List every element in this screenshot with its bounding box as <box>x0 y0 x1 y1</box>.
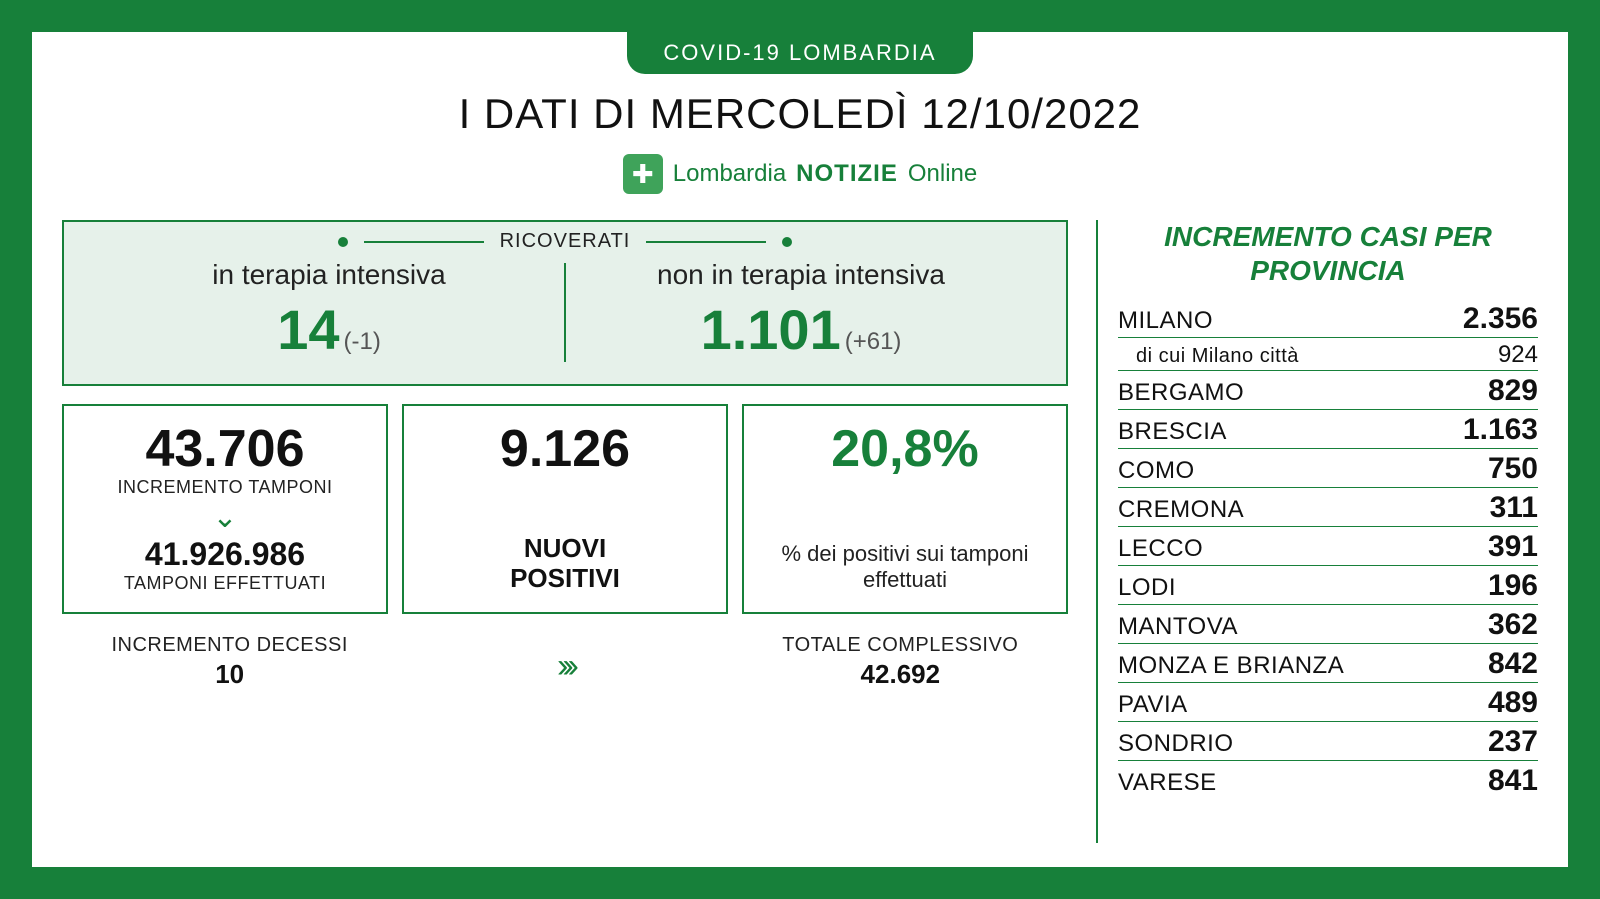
tamponi-box: 43.706 INCREMENTO TAMPONI ⌄ 41.926.986 T… <box>62 404 388 614</box>
province-row: di cui Milano città 924 <box>1118 338 1538 371</box>
province-row: COMO 750 <box>1118 449 1538 488</box>
province-value: 842 <box>1488 647 1538 681</box>
province-value: 196 <box>1488 569 1538 603</box>
province-value: 829 <box>1488 374 1538 408</box>
left-column: RICOVERATI in terapia intensiva 14(-1) <box>62 220 1068 843</box>
province-value: 391 <box>1488 530 1538 564</box>
non-intensive-label: non in terapia intensiva <box>566 259 1036 291</box>
lombardia-logo-icon <box>623 154 663 194</box>
footer-row: INCREMENTO DECESSI 10 ››› TOTALE COMPLES… <box>62 634 1068 690</box>
header-pill: COVID-19 LOMBARDIA <box>627 32 972 74</box>
province-value: 362 <box>1488 608 1538 642</box>
province-name: COMO <box>1118 457 1195 485</box>
province-name: LECCO <box>1118 535 1203 563</box>
province-row: BRESCIA 1.163 <box>1118 410 1538 449</box>
totale-label: TOTALE COMPLESSIVO <box>733 634 1068 657</box>
province-row: PAVIA 489 <box>1118 683 1538 722</box>
province-value: 237 <box>1488 725 1538 759</box>
tamponi-total-label: TAMPONI EFFETTUATI <box>124 573 326 594</box>
ricoverati-header: RICOVERATI <box>94 230 1036 253</box>
intensive-delta: (-1) <box>343 328 380 355</box>
brand-lombardia: Lombardia <box>673 160 786 188</box>
province-value: 489 <box>1488 686 1538 720</box>
province-row: SONDRIO 237 <box>1118 722 1538 761</box>
province-value: 311 <box>1490 491 1538 525</box>
brand-row: Lombardia NOTIZIE Online <box>623 154 977 194</box>
intensive-value: 14(-1) <box>94 297 564 362</box>
chevron-down-icon: ⌄ <box>212 512 237 524</box>
decessi-value: 10 <box>62 659 397 690</box>
province-list: MILANO2.356di cui Milano città924BERGAMO… <box>1118 299 1538 799</box>
province-name: MONZA E BRIANZA <box>1118 652 1344 680</box>
brand-notizie: NOTIZIE <box>796 160 898 188</box>
percentuale-box: 20,8% % dei positivi sui tamponi effettu… <box>742 404 1068 614</box>
dot-icon <box>338 237 348 247</box>
province-name: VARESE <box>1118 769 1217 797</box>
main-title: I DATI DI MERCOLEDÌ 12/10/2022 <box>459 90 1142 138</box>
province-row: MANTOVA 362 <box>1118 605 1538 644</box>
positivi-box: 9.126 NUOVIPOSITIVI <box>402 404 728 614</box>
province-value: 750 <box>1488 452 1538 486</box>
province-name: PAVIA <box>1118 691 1188 719</box>
province-name: BERGAMO <box>1118 379 1244 407</box>
province-row: BERGAMO 829 <box>1118 371 1538 410</box>
intensive-col: in terapia intensiva 14(-1) <box>94 257 564 362</box>
province-name: SONDRIO <box>1118 730 1234 758</box>
brand-online: Online <box>908 160 977 188</box>
tamponi-increment: 43.706 <box>145 422 304 477</box>
tamponi-total: 41.926.986 <box>145 536 305 573</box>
dot-icon <box>782 237 792 247</box>
chevrons-right-icon: ››› <box>397 647 732 686</box>
tamponi-increment-label: INCREMENTO TAMPONI <box>117 477 332 498</box>
province-name: BRESCIA <box>1118 418 1227 446</box>
ricoverati-box: RICOVERATI in terapia intensiva 14(-1) <box>62 220 1068 386</box>
percentuale-value: 20,8% <box>831 422 978 477</box>
infographic-card: COVID-19 LOMBARDIA I DATI DI MERCOLEDÌ 1… <box>32 32 1568 867</box>
ricoverati-label: RICOVERATI <box>500 230 631 253</box>
province-name: CREMONA <box>1118 496 1244 524</box>
province-value: 924 <box>1498 341 1538 369</box>
province-row: LECCO 391 <box>1118 527 1538 566</box>
positivi-label: NUOVIPOSITIVI <box>510 534 620 594</box>
province-value: 2.356 <box>1463 302 1538 336</box>
non-intensive-value: 1.101(+61) <box>566 297 1036 362</box>
infographic-frame: COVID-19 LOMBARDIA I DATI DI MERCOLEDÌ 1… <box>0 0 1600 899</box>
province-name: MANTOVA <box>1118 613 1238 641</box>
province-name: MILANO <box>1118 307 1213 335</box>
totale-value: 42.692 <box>733 659 1068 690</box>
non-intensive-col: non in terapia intensiva 1.101(+61) <box>566 257 1036 362</box>
province-value: 841 <box>1488 764 1538 798</box>
province-name: di cui Milano città <box>1136 345 1299 368</box>
province-row: CREMONA 311 <box>1118 488 1538 527</box>
decessi-col: INCREMENTO DECESSI 10 <box>62 634 397 690</box>
province-column: INCREMENTO CASI PER PROVINCIA MILANO 2.35… <box>1118 220 1538 843</box>
province-row: MILANO 2.356 <box>1118 299 1538 338</box>
province-row: VARESE 841 <box>1118 761 1538 799</box>
province-row: LODI 196 <box>1118 566 1538 605</box>
non-intensive-delta: (+61) <box>845 328 902 355</box>
main-vertical-divider <box>1096 220 1098 843</box>
province-value: 1.163 <box>1463 413 1538 447</box>
intensive-label: in terapia intensiva <box>94 259 564 291</box>
percentuale-label: % dei positivi sui tamponi effettuati <box>752 541 1058 594</box>
positivi-value: 9.126 <box>500 422 630 477</box>
province-row: MONZA E BRIANZA 842 <box>1118 644 1538 683</box>
three-boxes-row: 43.706 INCREMENTO TAMPONI ⌄ 41.926.986 T… <box>62 404 1068 614</box>
totale-col: TOTALE COMPLESSIVO 42.692 <box>733 634 1068 690</box>
decessi-label: INCREMENTO DECESSI <box>62 634 397 657</box>
province-title: INCREMENTO CASI PER PROVINCIA <box>1118 220 1538 287</box>
province-name: LODI <box>1118 574 1176 602</box>
